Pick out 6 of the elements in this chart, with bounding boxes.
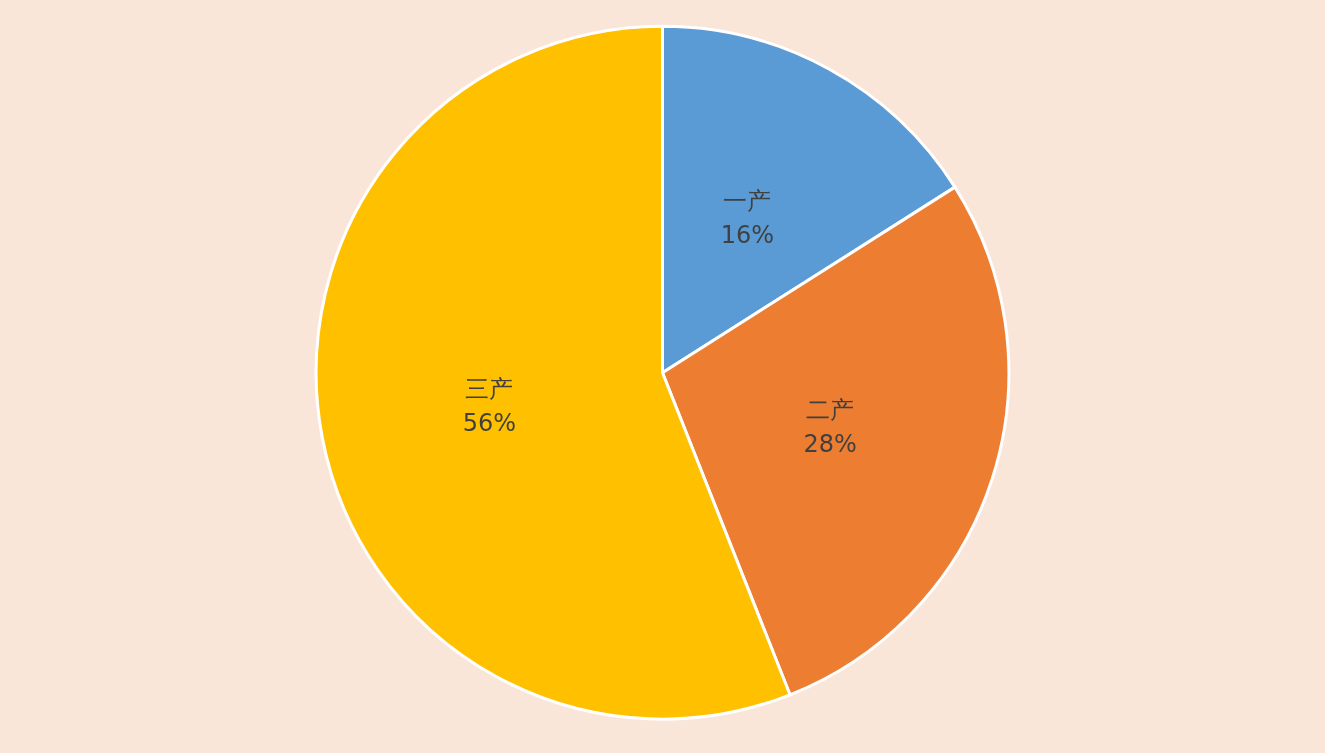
data-label: 56% <box>462 408 517 437</box>
data-label: 28% <box>803 430 857 459</box>
slice-label: 二产 <box>806 396 855 425</box>
slice-label: 一产 <box>723 187 772 216</box>
slice-label: 三产 <box>465 374 514 403</box>
data-label: 16% <box>720 221 775 250</box>
